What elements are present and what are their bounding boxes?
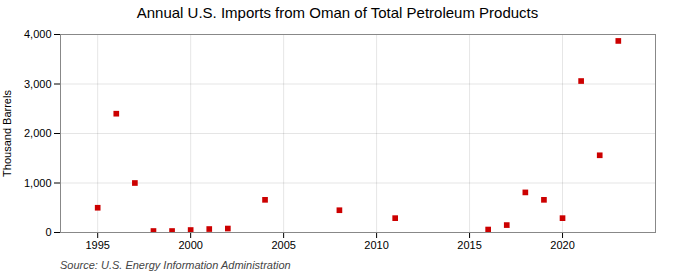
- html-text:Annual U.S. Imports from Oman: Annual U.S. Imports from Oman of Total P…: [136, 4, 539, 21]
- html-text:Source: U.S. Energy Informatio: Source: U.S. Energy Information Administ…: [60, 259, 291, 271]
- svg-text:0: 0: [45, 226, 51, 238]
- svg-text:2,000: 2,000: [24, 127, 52, 139]
- svg-text:3,000: 3,000: [24, 78, 52, 90]
- svg-text:2020: 2020: [550, 239, 574, 251]
- svg-text:1995: 1995: [85, 239, 109, 251]
- svg-text:Thousand Barrels: Thousand Barrels: [1, 90, 13, 177]
- svg-text:1,000: 1,000: [24, 177, 52, 189]
- svg-text:4,000: 4,000: [24, 28, 52, 40]
- svg-text:2015: 2015: [457, 239, 481, 251]
- svg-text:2000: 2000: [178, 239, 202, 251]
- svg-text:2005: 2005: [271, 239, 295, 251]
- svg-text:2010: 2010: [364, 239, 388, 251]
